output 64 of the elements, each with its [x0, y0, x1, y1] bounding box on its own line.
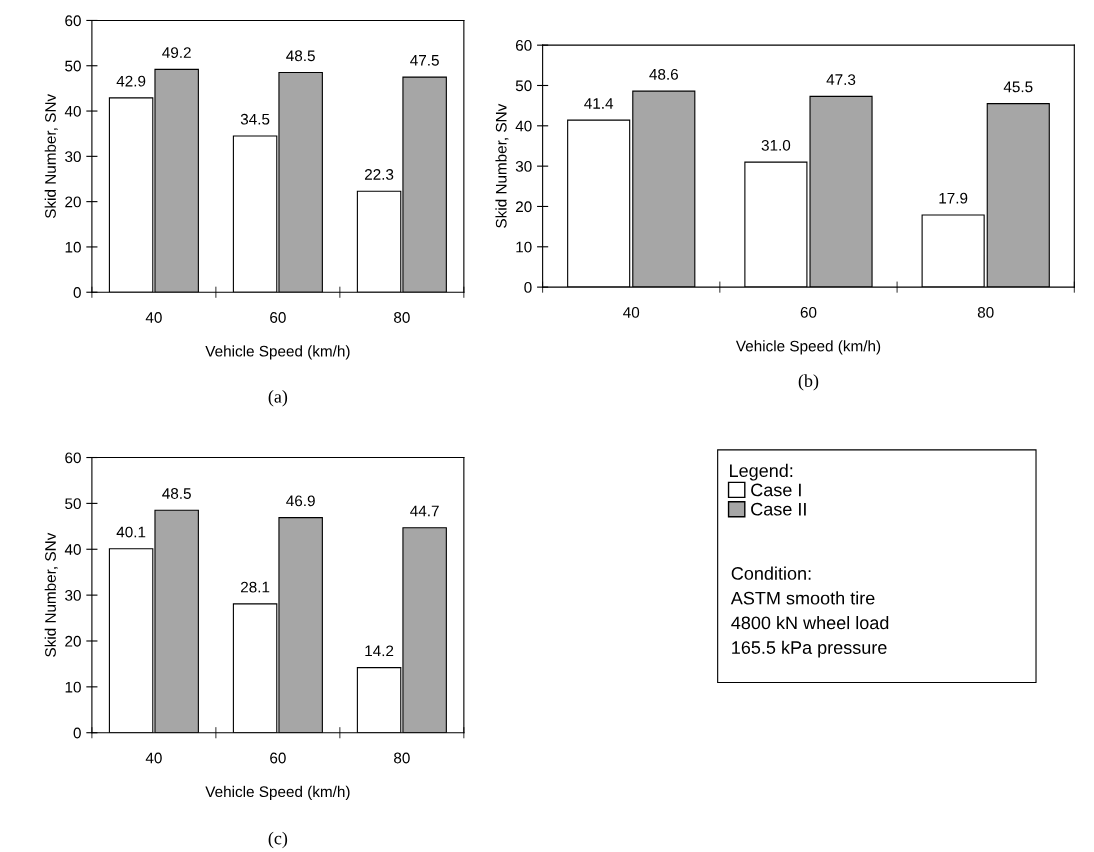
y-axis-title: Skid Number, SNv — [495, 103, 509, 228]
data-label: 47.5 — [410, 55, 439, 66]
x-axis-title: Vehicle Speed (km/h) — [205, 345, 350, 360]
y-tick-label: 0 — [73, 727, 81, 739]
data-label: 17.9 — [939, 192, 968, 204]
data-label: 45.5 — [1003, 81, 1033, 93]
y-tick-label: 20 — [65, 635, 81, 647]
data-label: 41.4 — [584, 98, 614, 109]
y-tick-label: 10 — [516, 241, 532, 253]
data-label: 28.1 — [241, 581, 270, 593]
x-tick-label: 80 — [977, 306, 994, 318]
x-tick-label: 40 — [145, 752, 162, 764]
data-label: 44.7 — [410, 505, 439, 517]
x-axis-title: Vehicle Speed (km/h) — [735, 340, 881, 355]
y-tick-label: 50 — [65, 498, 81, 510]
legend-label: Case I — [751, 483, 801, 497]
y-tick-label: 0 — [524, 281, 532, 293]
data-label: 47.3 — [826, 74, 856, 86]
y-tick-label: 0 — [73, 287, 81, 298]
text: (c) — [268, 831, 288, 849]
y-tick-label: 30 — [65, 151, 81, 163]
data-label: 42.9 — [116, 75, 146, 87]
y-tick-label: 10 — [65, 681, 81, 693]
y-tick-label: 20 — [515, 201, 532, 213]
x-tick-label: 40 — [145, 312, 162, 323]
legend-title: Legend: — [730, 463, 793, 481]
data-label: 49.2 — [162, 47, 191, 59]
data-label: 48.6 — [649, 68, 678, 80]
legend-label: Case II — [751, 502, 806, 516]
y-tick-label: 60 — [515, 40, 532, 51]
data-label: 40.1 — [116, 526, 146, 538]
text: Condition: — [731, 566, 811, 580]
y-tick-label: 50 — [65, 60, 81, 72]
y-tick-label: 40 — [64, 544, 81, 555]
x-tick-label: 80 — [394, 312, 410, 323]
y-tick-label: 20 — [65, 196, 81, 208]
text: (a) — [268, 390, 288, 407]
x-tick-label: 60 — [270, 312, 286, 323]
y-tick-label: 40 — [64, 105, 81, 117]
y-tick-label: 40 — [515, 120, 532, 132]
y-tick-label: 60 — [65, 452, 81, 464]
data-label: 46.9 — [286, 495, 315, 507]
y-tick-label: 10 — [65, 241, 81, 253]
y-tick-label: 50 — [515, 80, 532, 92]
data-label: 22.3 — [364, 169, 394, 180]
data-label: 48.5 — [286, 50, 315, 62]
y-tick-label: 60 — [65, 15, 81, 27]
text: 4800 kN wheel load — [731, 616, 889, 630]
text: 165.5 kPa pressure — [732, 640, 887, 658]
text: ASTM smooth tire — [730, 591, 875, 605]
x-tick-label: 60 — [800, 306, 817, 318]
x-axis-title: Vehicle Speed (km/h) — [205, 785, 350, 801]
data-label: 48.5 — [162, 488, 191, 499]
data-label: 14.2 — [365, 645, 394, 657]
data-label: 31.0 — [761, 139, 791, 151]
x-tick-label: 80 — [394, 752, 410, 764]
x-tick-label: 60 — [270, 752, 286, 764]
data-label: 34.5 — [240, 113, 270, 125]
y-tick-label: 30 — [515, 161, 532, 172]
y-axis-title: Skid Number, SNv — [44, 532, 58, 657]
x-tick-label: 40 — [623, 306, 640, 318]
text: (b) — [798, 374, 819, 391]
y-axis-title: Skid Number, SNv — [44, 93, 58, 219]
y-tick-label: 30 — [65, 589, 81, 601]
